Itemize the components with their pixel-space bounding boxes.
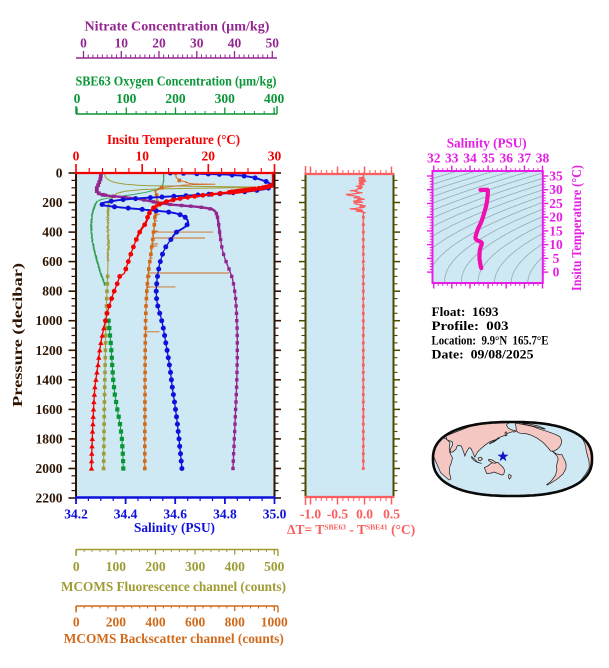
svg-text:20: 20 bbox=[549, 210, 563, 225]
svg-text:SBE63 Oxygen Concentration (µm: SBE63 Oxygen Concentration (µm/kg) bbox=[76, 74, 277, 89]
svg-text:10: 10 bbox=[549, 237, 563, 252]
svg-text:0: 0 bbox=[73, 615, 80, 630]
svg-text:600: 600 bbox=[185, 615, 206, 630]
svg-text:34: 34 bbox=[463, 151, 477, 166]
svg-text:400: 400 bbox=[42, 225, 63, 240]
svg-text:10: 10 bbox=[115, 36, 129, 51]
svg-text:ΔT= TSBE63 - TSBE41 (°C): ΔT= TSBE63 - TSBE41 (°C) bbox=[287, 522, 415, 537]
svg-text:38: 38 bbox=[536, 151, 550, 166]
svg-text:0: 0 bbox=[56, 166, 63, 181]
svg-text:35: 35 bbox=[481, 151, 495, 166]
svg-text:200: 200 bbox=[106, 615, 127, 630]
svg-text:Insitu Temperature (°C): Insitu Temperature (°C) bbox=[569, 165, 584, 291]
svg-text:600: 600 bbox=[42, 254, 63, 269]
svg-text:1400: 1400 bbox=[36, 372, 63, 387]
svg-text:1200: 1200 bbox=[36, 343, 63, 358]
svg-text:1000: 1000 bbox=[36, 313, 63, 328]
svg-text:1000: 1000 bbox=[261, 615, 288, 630]
svg-text:Pressure (decibar): Pressure (decibar) bbox=[10, 263, 25, 407]
svg-text:0.0: 0.0 bbox=[356, 507, 373, 522]
svg-text:34.4: 34.4 bbox=[114, 507, 138, 522]
svg-text:800: 800 bbox=[42, 284, 63, 299]
svg-text:20: 20 bbox=[152, 36, 166, 51]
svg-text:300: 300 bbox=[185, 559, 206, 574]
svg-text:30: 30 bbox=[549, 182, 563, 197]
svg-text:1600: 1600 bbox=[36, 402, 63, 417]
svg-text:30: 30 bbox=[190, 36, 204, 51]
svg-text:300: 300 bbox=[215, 91, 236, 106]
svg-text:400: 400 bbox=[145, 615, 166, 630]
svg-text:400: 400 bbox=[225, 559, 246, 574]
svg-text:Float: 1693: Float: 1693 bbox=[432, 305, 499, 319]
svg-text:500: 500 bbox=[264, 559, 285, 574]
svg-text:100: 100 bbox=[116, 91, 137, 106]
svg-text:1800: 1800 bbox=[36, 431, 63, 446]
svg-text:30: 30 bbox=[268, 149, 282, 164]
svg-text:0: 0 bbox=[553, 265, 560, 280]
svg-text:-0.5: -0.5 bbox=[327, 507, 349, 522]
svg-text:800: 800 bbox=[225, 615, 246, 630]
svg-text:-1.0: -1.0 bbox=[300, 507, 322, 522]
svg-text:2000: 2000 bbox=[36, 461, 63, 476]
svg-text:10: 10 bbox=[135, 149, 149, 164]
svg-text:400: 400 bbox=[264, 91, 285, 106]
svg-text:5: 5 bbox=[553, 251, 560, 266]
svg-text:Date: 09/08/2025: Date: 09/08/2025 bbox=[432, 348, 534, 362]
svg-text:0: 0 bbox=[74, 91, 81, 106]
svg-text:50: 50 bbox=[266, 36, 280, 51]
svg-text:34.6: 34.6 bbox=[163, 507, 187, 522]
svg-text:34.2: 34.2 bbox=[64, 507, 88, 522]
svg-text:200: 200 bbox=[145, 559, 166, 574]
svg-text:37: 37 bbox=[518, 151, 532, 166]
svg-text:100: 100 bbox=[106, 559, 127, 574]
svg-text:40: 40 bbox=[228, 36, 242, 51]
svg-text:32: 32 bbox=[427, 151, 441, 166]
svg-text:Location: 9.9°N 165.7°E: Location: 9.9°N 165.7°E bbox=[432, 333, 549, 347]
svg-text:Salinity (PSU): Salinity (PSU) bbox=[447, 136, 527, 151]
svg-text:35.0: 35.0 bbox=[263, 507, 287, 522]
svg-text:0: 0 bbox=[73, 149, 80, 164]
svg-text:2200: 2200 bbox=[36, 491, 63, 506]
svg-text:Profile: 003: Profile: 003 bbox=[432, 319, 509, 333]
svg-text:Insitu Temperature (°C): Insitu Temperature (°C) bbox=[107, 132, 240, 147]
svg-text:35: 35 bbox=[549, 169, 563, 184]
svg-text:Salinity (PSU): Salinity (PSU) bbox=[134, 520, 215, 535]
svg-text:0: 0 bbox=[80, 36, 87, 51]
svg-text:33: 33 bbox=[445, 151, 459, 166]
svg-text:25: 25 bbox=[549, 196, 563, 211]
svg-text:MCOMS Backscatter channel (cou: MCOMS Backscatter channel (counts) bbox=[64, 631, 284, 646]
svg-text:Nitrate Concentration (µm/kg): Nitrate Concentration (µm/kg) bbox=[85, 19, 270, 34]
svg-text:0: 0 bbox=[73, 559, 80, 574]
svg-text:MCOMS Fluorescence channel (co: MCOMS Fluorescence channel (counts) bbox=[61, 579, 286, 594]
svg-text:200: 200 bbox=[42, 195, 63, 210]
svg-text:20: 20 bbox=[202, 149, 216, 164]
svg-text:200: 200 bbox=[165, 91, 186, 106]
svg-text:36: 36 bbox=[499, 151, 513, 166]
svg-text:15: 15 bbox=[549, 223, 563, 238]
svg-text:34.8: 34.8 bbox=[213, 507, 237, 522]
svg-text:0.5: 0.5 bbox=[383, 507, 400, 522]
